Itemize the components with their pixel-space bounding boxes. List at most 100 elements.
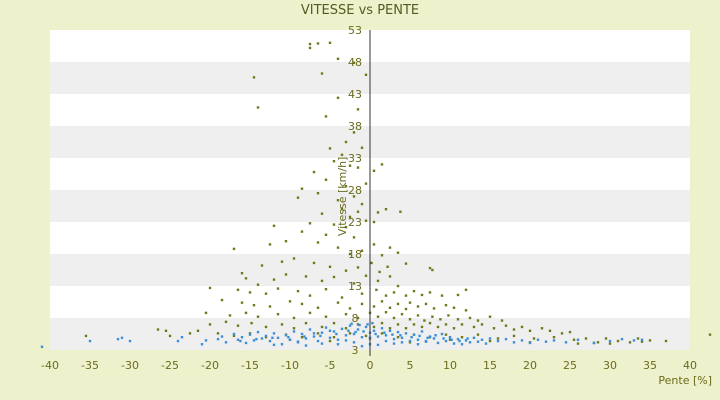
scatter-point bbox=[431, 268, 434, 272]
scatter-point bbox=[392, 316, 396, 320]
scatter-point bbox=[380, 163, 384, 166]
scatter-point bbox=[312, 332, 316, 335]
scatter-point bbox=[340, 327, 344, 331]
scatter-point bbox=[616, 339, 620, 343]
scatter-point bbox=[392, 342, 396, 345]
scatter-point bbox=[376, 279, 380, 283]
scatter-point bbox=[280, 260, 284, 263]
scatter-point bbox=[256, 106, 260, 109]
scatter-point bbox=[236, 288, 240, 292]
scatter-point bbox=[304, 337, 308, 340]
scatter-point bbox=[308, 222, 312, 225]
scatter-point bbox=[208, 323, 212, 326]
scatter-point bbox=[356, 328, 360, 331]
scatter-point bbox=[288, 300, 292, 303]
scatter-point bbox=[120, 336, 124, 340]
scatter-point bbox=[250, 321, 253, 325]
scatter-point bbox=[520, 339, 524, 342]
scatter-point bbox=[380, 300, 384, 303]
scatter-point bbox=[388, 246, 392, 249]
scatter-point bbox=[232, 334, 236, 338]
scatter-point bbox=[360, 292, 364, 295]
scatter-point bbox=[458, 339, 461, 343]
scatter-point bbox=[420, 293, 424, 297]
scatter-point bbox=[255, 337, 258, 341]
scatter-point bbox=[360, 146, 364, 149]
scatter-point bbox=[372, 243, 376, 246]
scatter-point bbox=[396, 284, 400, 288]
scatter-point bbox=[244, 311, 248, 315]
scatter-point bbox=[512, 328, 516, 331]
scatter-point bbox=[592, 341, 596, 345]
scatter-point bbox=[328, 41, 332, 44]
scatter-point bbox=[332, 160, 336, 163]
scatter-point bbox=[388, 306, 392, 309]
y-tick-label: 43 bbox=[348, 88, 362, 101]
scatter-point bbox=[328, 339, 332, 343]
scatter-point bbox=[376, 315, 380, 318]
scatter-point bbox=[424, 302, 428, 306]
scatter-point bbox=[366, 323, 369, 326]
scatter-point bbox=[356, 210, 360, 213]
scatter-point bbox=[371, 321, 374, 325]
scatter-point bbox=[410, 336, 413, 339]
scatter-point bbox=[444, 323, 448, 326]
scatter-point bbox=[468, 316, 472, 320]
scatter-point bbox=[300, 336, 304, 339]
scatter-point bbox=[308, 46, 312, 50]
scatter-point bbox=[384, 334, 388, 337]
scatter-point bbox=[240, 272, 244, 275]
scatter-point bbox=[364, 182, 368, 185]
scatter-point bbox=[442, 337, 445, 340]
scatter-point bbox=[456, 337, 460, 341]
chart-title: VITESSE vs PENTE bbox=[301, 3, 419, 18]
scatter-point bbox=[335, 332, 338, 336]
scatter-point bbox=[434, 334, 437, 337]
scatter-point bbox=[220, 298, 224, 302]
scatter-point bbox=[447, 314, 450, 317]
scatter-point bbox=[316, 42, 320, 45]
scatter-point bbox=[384, 311, 388, 314]
scatter-point bbox=[488, 315, 492, 318]
scatter-point bbox=[236, 338, 240, 341]
scatter-point bbox=[468, 341, 472, 344]
scatter-point bbox=[584, 337, 588, 340]
scatter-point bbox=[440, 332, 444, 336]
scatter-point bbox=[364, 325, 368, 329]
scatter-point bbox=[376, 211, 380, 214]
scatter-point bbox=[176, 339, 180, 343]
scatter-point bbox=[384, 208, 388, 211]
scatter-point bbox=[272, 332, 276, 335]
scatter-point bbox=[244, 277, 248, 280]
scatter-point bbox=[40, 345, 44, 348]
scatter-point bbox=[316, 241, 320, 244]
scatter-point bbox=[372, 220, 376, 224]
scatter-point bbox=[352, 131, 356, 134]
scatter-point bbox=[268, 243, 272, 246]
scatter-point bbox=[232, 332, 236, 336]
scatter-point bbox=[444, 333, 448, 336]
scatter-point bbox=[512, 341, 516, 344]
scatter-point bbox=[416, 314, 420, 317]
scatter-point bbox=[448, 336, 452, 339]
scatter-point bbox=[456, 318, 460, 321]
scatter-point bbox=[336, 199, 340, 202]
scatter-point bbox=[412, 289, 416, 293]
scatter-point bbox=[432, 337, 436, 340]
scatter-point bbox=[520, 325, 524, 329]
scatter-point bbox=[408, 318, 412, 321]
scatter-point bbox=[544, 340, 548, 343]
scatter-point bbox=[424, 339, 428, 343]
scatter-point bbox=[252, 339, 256, 342]
scatter-point bbox=[204, 339, 208, 342]
x-tick-label: 5 bbox=[407, 359, 414, 372]
scatter-point bbox=[328, 336, 332, 340]
scatter-point bbox=[316, 306, 320, 309]
scatter-point bbox=[340, 208, 344, 211]
scatter-point bbox=[428, 266, 432, 270]
scatter-point bbox=[352, 332, 356, 336]
scatter-point bbox=[224, 341, 228, 344]
scatter-point bbox=[296, 341, 300, 344]
scatter-point bbox=[304, 344, 308, 347]
scatter-point bbox=[388, 327, 392, 330]
